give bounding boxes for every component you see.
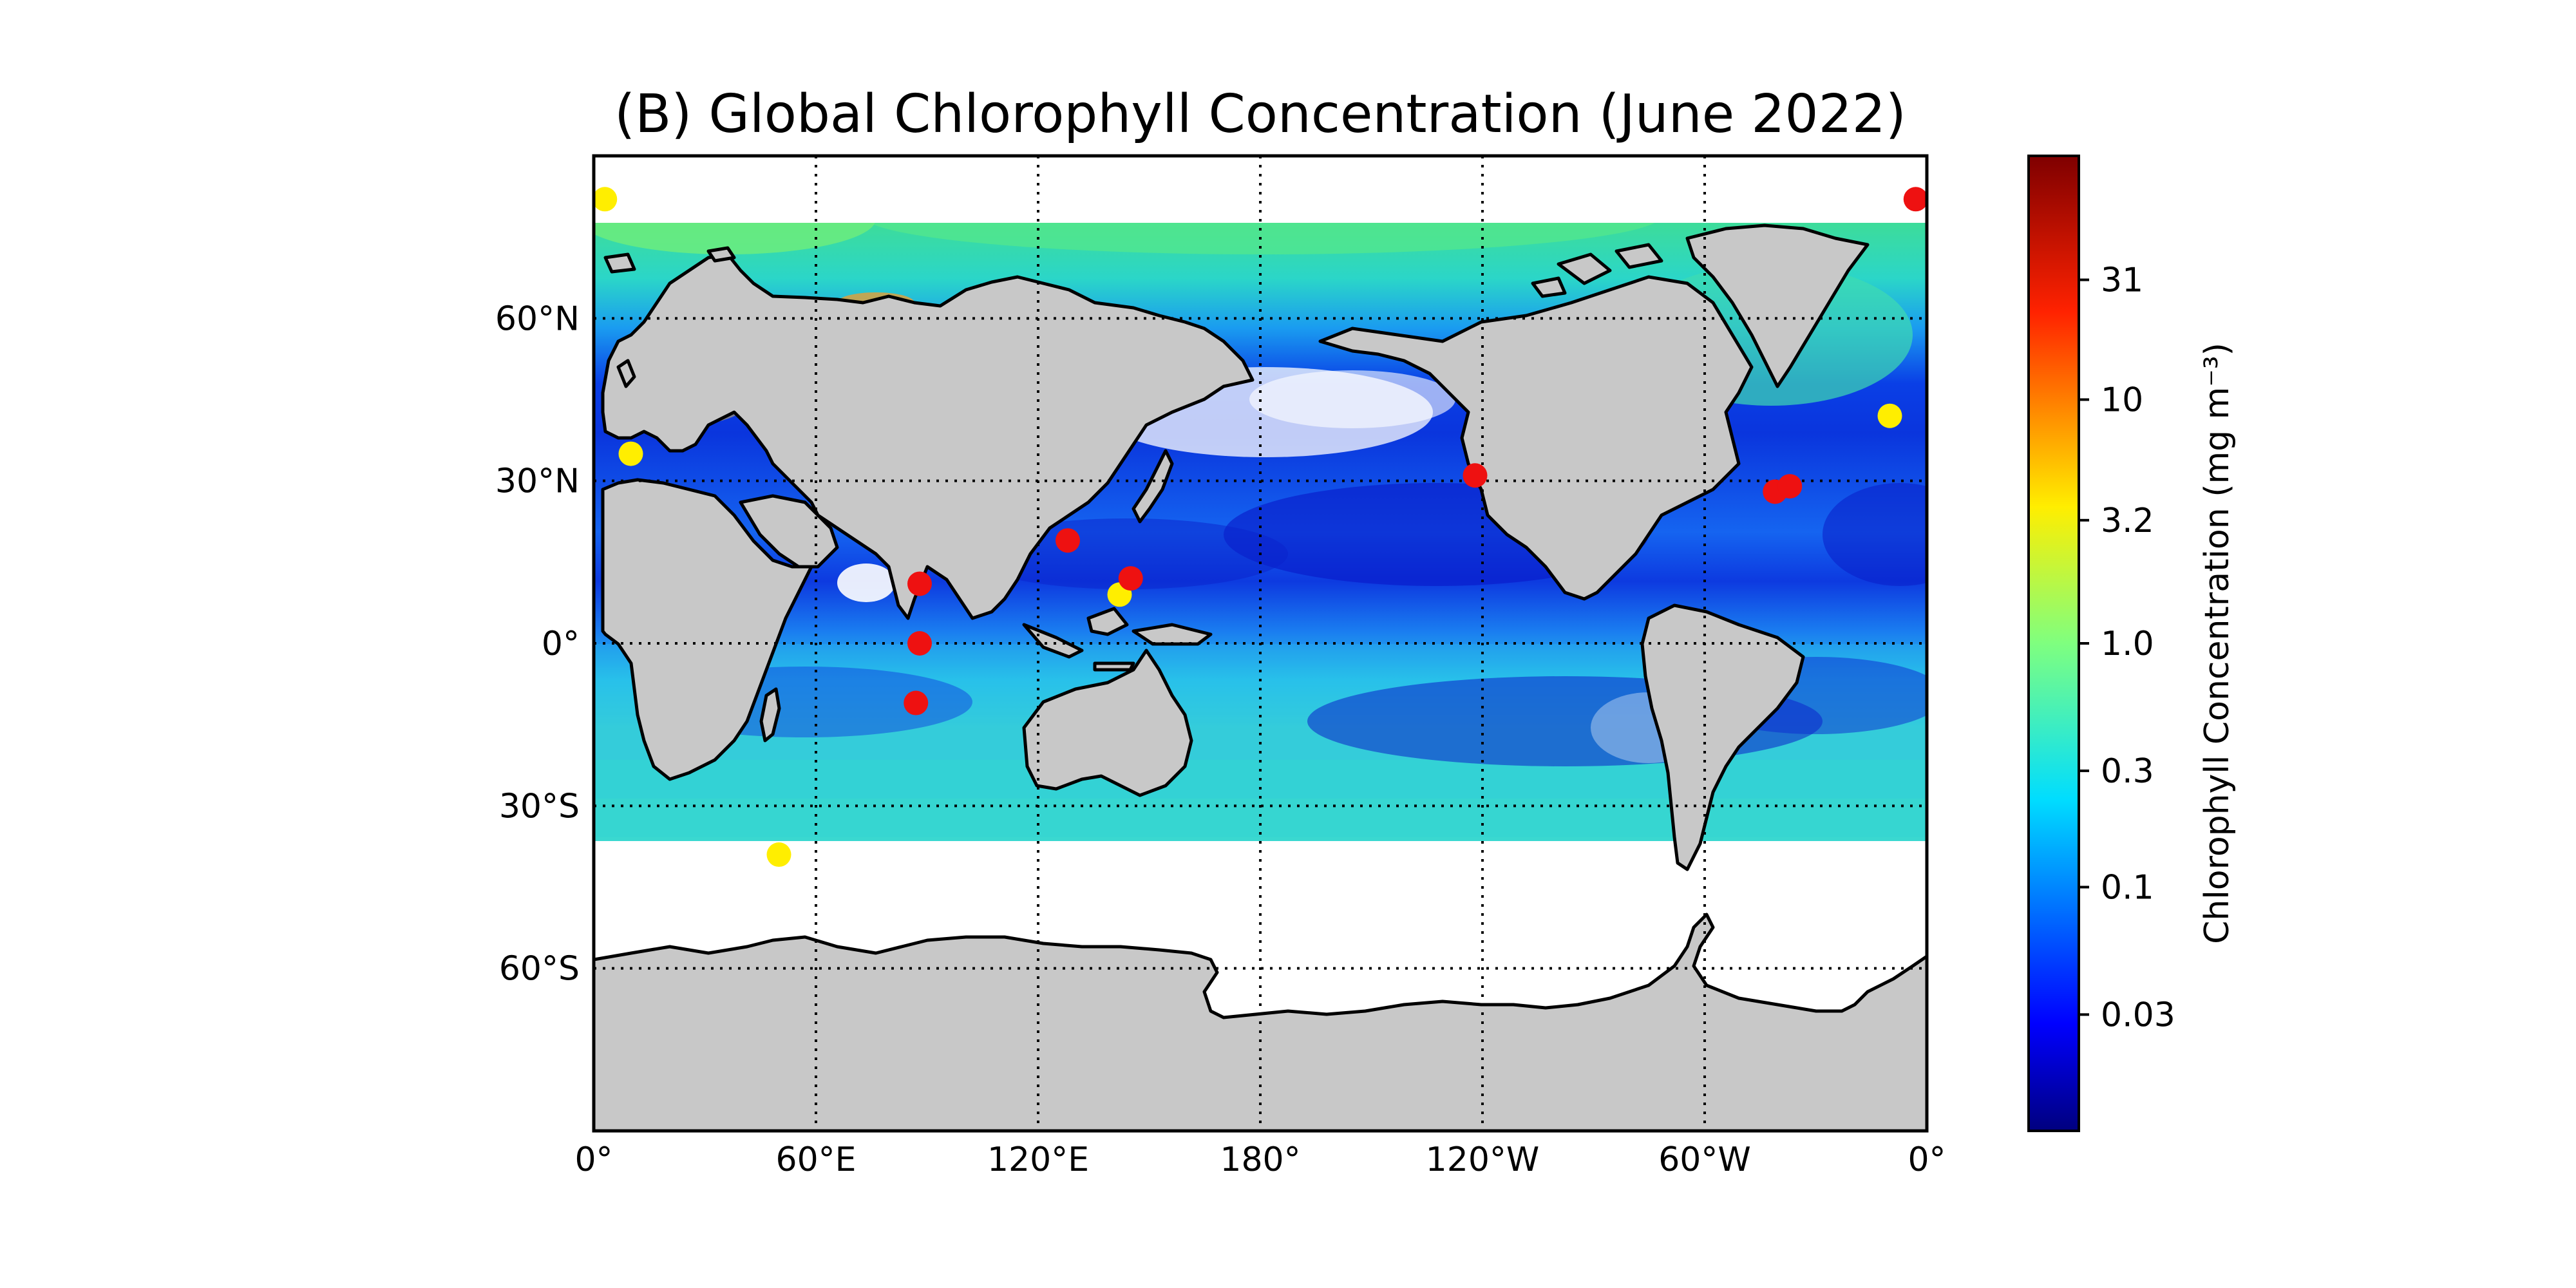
greenland-landmass	[1685, 223, 1870, 388]
colorbar-tick-label: 31	[2101, 261, 2143, 300]
colorbar-tick-label: 3.2	[2101, 502, 2154, 540]
sample-marker	[1777, 474, 1803, 499]
colorbar-tick-label: 0.03	[2101, 996, 2175, 1034]
longitude-tick-label: 0°	[1908, 1141, 1946, 1179]
colorbar: 0.03 0.1 0.3 1.0 3.2 10 31 Chlorophyll Concent…	[2027, 155, 2237, 1132]
arabia-landmass	[739, 494, 839, 569]
latitude-tick-labels: 60°N 30°N 0° 30°S 60°S	[495, 299, 580, 988]
gridlines	[594, 156, 1927, 1131]
latitude-tick-label: 60°N	[495, 299, 580, 338]
map-title: (B) Global Chlorophyll Concentration (Ju…	[614, 84, 1906, 145]
sample-marker	[1903, 187, 1927, 212]
south-america-landmass	[1640, 603, 1805, 871]
sample-markers	[594, 187, 1927, 867]
longitude-tick-labels: 0° 60°E 120°E 180° 120°W 60°W 0°	[574, 1141, 1946, 1179]
sample-marker	[594, 187, 618, 212]
sample-marker	[907, 631, 932, 656]
colorbar-tick-label: 0.1	[2101, 869, 2154, 907]
sample-marker	[907, 571, 932, 596]
colorbar-tick-label: 1.0	[2101, 625, 2154, 663]
longitude-tick-label: 180°	[1220, 1141, 1300, 1179]
indonesia-islands	[1022, 607, 1213, 672]
longitude-tick-label: 60°W	[1658, 1141, 1751, 1179]
north-america-landmass	[1318, 275, 1754, 601]
sample-marker	[766, 842, 791, 867]
longitude-tick-label: 120°E	[987, 1141, 1089, 1179]
japan-islands	[1132, 449, 1174, 524]
longitude-tick-label: 60°E	[775, 1141, 856, 1179]
map-frame	[592, 154, 1929, 1133]
sample-marker	[904, 690, 929, 715]
colorbar-tick-label: 0.3	[2101, 752, 2154, 791]
sample-marker	[1056, 528, 1080, 553]
eurasia-landmass	[601, 252, 1255, 620]
sample-marker	[1118, 566, 1143, 591]
africa-landmass	[601, 478, 813, 781]
latitude-tick-label: 0°	[542, 625, 580, 663]
british-isles	[616, 359, 636, 388]
sample-marker	[1463, 463, 1488, 488]
madagascar-landmass	[759, 687, 781, 743]
colorbar-label: Chlorophyll Concentration (mg m⁻³)	[2198, 343, 2237, 944]
sample-marker	[618, 441, 643, 466]
australia-landmass	[1022, 649, 1193, 797]
colorbar-ticks: 0.03 0.1 0.3 1.0 3.2 10 31	[2079, 261, 2175, 1034]
latitude-tick-label: 30°S	[499, 787, 580, 826]
latitude-tick-label: 30°N	[495, 462, 580, 501]
latitude-tick-label: 60°S	[499, 950, 580, 989]
longitude-tick-label: 120°W	[1426, 1141, 1540, 1179]
colorbar-gradient	[2027, 155, 2080, 1132]
sample-marker	[1877, 403, 1902, 428]
longitude-tick-label: 0°	[574, 1141, 612, 1179]
map-area	[594, 156, 1927, 1131]
arctic-islands	[603, 243, 1663, 298]
colorbar-tick-label: 10	[2101, 381, 2143, 420]
